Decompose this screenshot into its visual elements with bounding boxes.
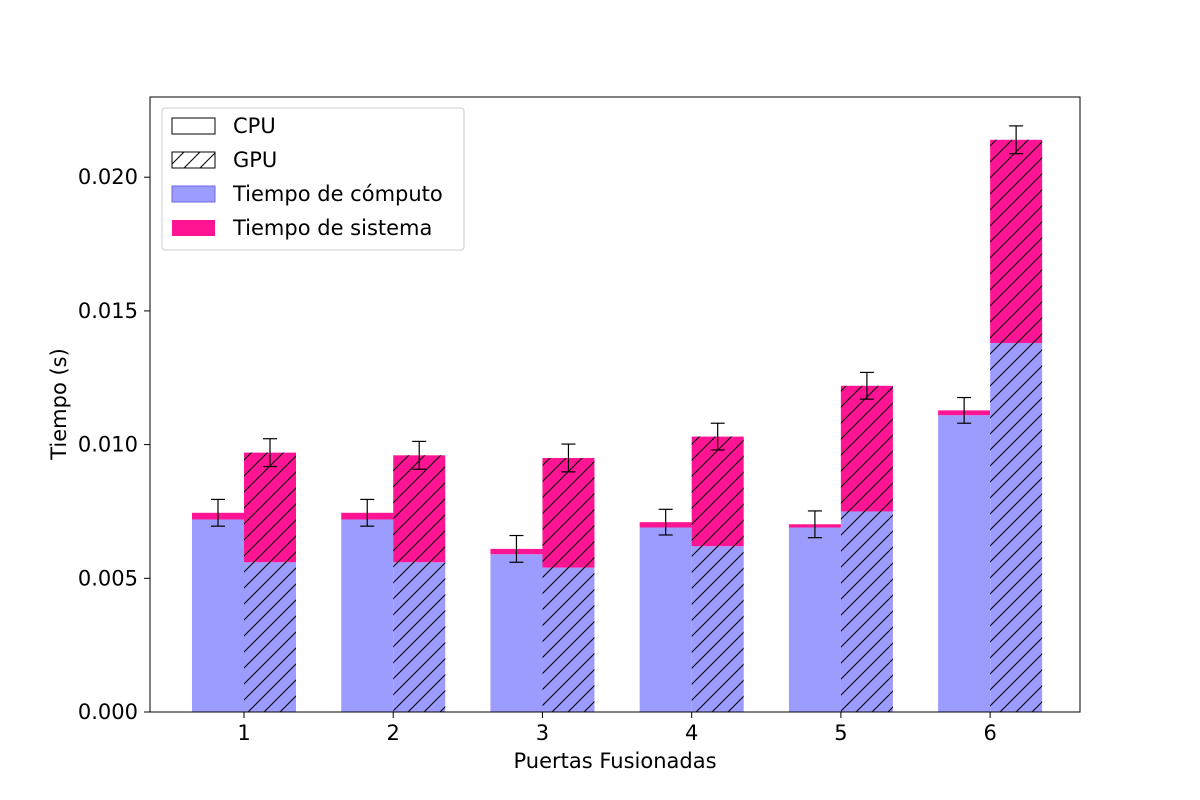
x-tick-label-3: 3 [536, 721, 549, 745]
legend-label-system: Tiempo de sistema [232, 216, 432, 240]
legend-label-gpu: GPU [233, 148, 277, 172]
bar-compute-cpu-5 [788, 527, 841, 712]
legend-frame [161, 107, 465, 251]
legend-label-compute: Tiempo de cómputo [232, 182, 443, 206]
bar-compute-cpu-6 [938, 415, 991, 712]
bar-compute-cpu-4 [639, 527, 692, 712]
x-axis: 1 2 3 4 5 6 [237, 712, 997, 745]
bar-hatch-gpu-6 [990, 139, 1043, 713]
legend-swatch-gpu [171, 151, 216, 169]
bar-compute-cpu-3 [490, 554, 543, 712]
y-axis-label: Tiempo (s) [47, 348, 71, 461]
plot-frame [149, 96, 1081, 713]
bar-compute-cpu-2 [341, 519, 394, 712]
x-tick-label-6: 6 [983, 721, 996, 745]
legend-swatch-compute [171, 185, 216, 203]
bar-hatch-gpu-4 [691, 436, 744, 712]
legend-swatch-cpu [171, 117, 216, 135]
bar-hatch-gpu-3 [542, 457, 595, 712]
y-tick-label-0.010: 0.010 [78, 433, 138, 457]
legend-swatch-system [172, 220, 215, 236]
x-tick-label-4: 4 [685, 721, 698, 745]
bar-compute-cpu-1 [192, 519, 244, 712]
x-tick-label-5: 5 [834, 721, 847, 745]
x-axis-label: Puertas Fusionadas [513, 749, 716, 773]
error-bars-group [211, 125, 1024, 563]
y-tick-label-0.020: 0.020 [78, 165, 138, 189]
legend-label-cpu: CPU [233, 114, 276, 138]
bar-hatch-gpu-5 [840, 385, 893, 712]
bars-group [192, 139, 1043, 713]
y-tick-label-0.000: 0.000 [78, 700, 138, 724]
bar-hatch-gpu-1 [244, 452, 296, 712]
y-axis: 0.000 0.005 0.010 0.015 0.020 [78, 165, 150, 724]
x-tick-label-1: 1 [237, 721, 250, 745]
y-tick-label-0.015: 0.015 [78, 299, 138, 323]
y-tick-label-0.005: 0.005 [78, 566, 138, 590]
bar-hatch-gpu-2 [393, 455, 446, 712]
legend: CPU GPU Tiempo de cómputo Tiempo de sist… [161, 107, 465, 251]
x-tick-label-2: 2 [387, 721, 400, 745]
